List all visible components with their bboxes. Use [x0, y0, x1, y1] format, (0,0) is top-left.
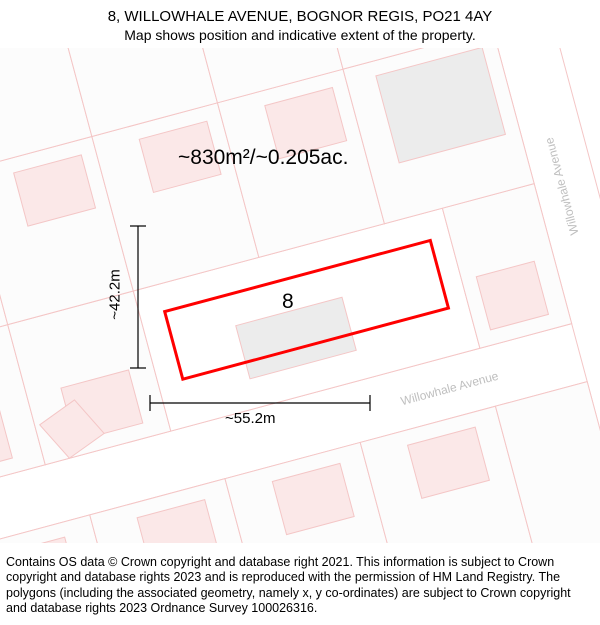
area-label: ~830m²/~0.205ac. — [178, 146, 348, 170]
footer-copyright: Contains OS data © Crown copyright and d… — [0, 549, 600, 625]
dim-width-label: ~55.2m — [225, 410, 275, 427]
page-title: 8, WILLOWHALE AVENUE, BOGNOR REGIS, PO21… — [0, 8, 600, 25]
map-svg: Willowhale Avenue Willowhale Avenue — [0, 48, 600, 543]
map-canvas: Willowhale Avenue Willowhale Avenue ~830… — [0, 48, 600, 543]
plot-number: 8 — [282, 290, 294, 314]
header: 8, WILLOWHALE AVENUE, BOGNOR REGIS, PO21… — [0, 0, 600, 43]
dim-height-label: ~42.2m — [107, 269, 124, 319]
page-subtitle: Map shows position and indicative extent… — [0, 27, 600, 43]
